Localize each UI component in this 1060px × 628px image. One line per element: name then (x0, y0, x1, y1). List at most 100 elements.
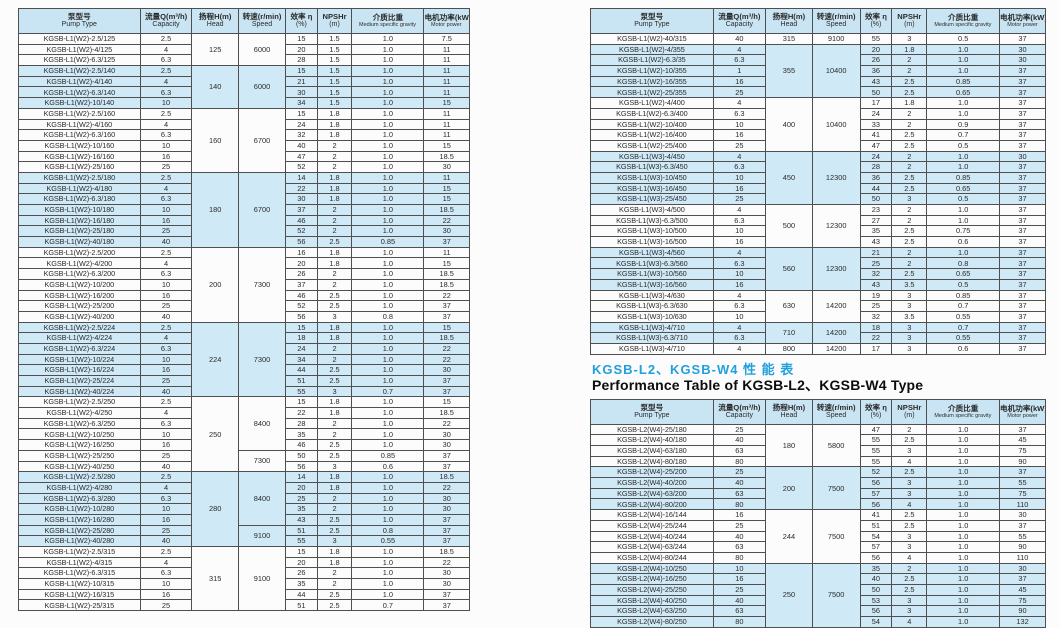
column-header-zh: 转速(r/min) (816, 402, 856, 412)
capacity-cell: 16 (139, 588, 193, 601)
efficiency-cell: 46 (285, 214, 318, 227)
npshr-cell: 2.5 (316, 236, 353, 248)
column-header-en: Capacity (725, 21, 753, 29)
npshr-cell: 2 (891, 214, 928, 227)
speed-cell: 7500 (811, 466, 861, 511)
gravity-cell: 1.0 (351, 332, 425, 344)
efficiency-cell: 20 (285, 257, 318, 270)
motor-power-cell: 37 (423, 588, 470, 601)
gravity-cell: 1.0 (926, 498, 1001, 511)
npshr-cell: 3 (891, 342, 928, 355)
gravity-cell: 1.0 (926, 43, 1001, 56)
gravity-cell: 0.65 (926, 268, 1001, 280)
table-row: KGSB-L1(W2)-6.3/250 6.3 28 2 1.0 22 (18, 417, 470, 430)
efficiency-cell: 28 (285, 54, 318, 67)
head-cell: 280 (191, 471, 239, 547)
pump-type-cell: KGSB-L2(W4)-63/244 (590, 541, 714, 553)
npshr-cell: 3 (891, 300, 928, 312)
motor-power-cell: 37 (999, 573, 1046, 585)
table-row: KGSB-L1(W3)-6.3/630 6.3 25 3 0.7 37 (590, 300, 1046, 312)
capacity-cell: 40 (139, 236, 193, 248)
efficiency-cell: 16 (285, 246, 318, 259)
capacity-cell: 2.5 (139, 321, 193, 334)
kgsb-l2-w4-performance-table: 泵型号 Pump Type 流量Q(m³/h) Capacity 扬程H(m) Head 转… (590, 398, 1046, 628)
motor-power-cell: 22 (423, 342, 470, 355)
capacity-cell: 80 (712, 498, 766, 511)
pump-type-cell: KGSB-L1(W2)-40/224 (18, 385, 141, 398)
pump-type-cell: KGSB-L1(W2)-4/125 (18, 43, 141, 56)
pump-type-cell: KGSB-L2(W4)-63/180 (590, 445, 714, 457)
column-header-zh: 泵型号 (640, 12, 664, 22)
gravity-cell: 1.0 (351, 439, 425, 451)
npshr-cell: 3 (891, 594, 928, 607)
pump-type-cell: KGSB-L1(W2)-6.3/400 (590, 107, 714, 120)
gravity-cell: 0.55 (926, 310, 1001, 323)
motor-power-cell: 30 (423, 428, 470, 441)
npshr-cell: 1.5 (316, 86, 353, 99)
motor-power-cell: 22 (423, 556, 470, 569)
efficiency-cell: 51 (859, 519, 893, 532)
capacity-cell: 16 (712, 573, 766, 585)
gravity-cell: 0.55 (351, 535, 425, 547)
motor-power-cell: 37 (999, 236, 1046, 248)
capacity-cell: 16 (712, 129, 766, 141)
capacity-cell: 6.3 (712, 54, 766, 67)
column-header: 效率 η (%) (859, 398, 893, 425)
capacity-cell: 4 (712, 97, 766, 109)
npshr-cell: 4 (891, 498, 928, 511)
efficiency-cell: 46 (285, 289, 318, 302)
efficiency-cell: 15 (285, 546, 318, 558)
npshr-cell: 2 (891, 54, 928, 67)
column-header: 电机功率(kW) Motor power (999, 8, 1046, 34)
pump-type-cell: KGSB-L1(W2)-25/224 (18, 375, 141, 387)
pump-type-cell: KGSB-L1(W2)-6.3/315 (18, 567, 141, 580)
pump-type-cell: KGSB-L1(W2)-16/250 (18, 439, 141, 451)
section-heading: KGSB-L2、KGSB-W4 性 能 表 Performance Table … (592, 362, 1046, 394)
table-row: KGSB-L1(W2)-40/200 40 56 3 0.8 37 (18, 310, 470, 323)
pump-type-cell: KGSB-L1(W2)-10/355 (590, 65, 714, 77)
npshr-cell: 2.5 (316, 300, 353, 312)
column-header-en: Head (780, 411, 798, 419)
table-row: KGSB-L2(W4)-80/180 80 55 4 1.0 90 (590, 455, 1046, 468)
gravity-cell: 1.0 (351, 556, 425, 569)
gravity-cell: 1.0 (926, 605, 1001, 617)
gravity-cell: 0.6 (926, 342, 1001, 355)
efficiency-cell: 43 (285, 513, 318, 526)
pump-type-cell: KGSB-L1(W2)-6.3/160 (18, 129, 141, 141)
pump-type-cell: KGSB-L2(W4)-40/244 (590, 530, 714, 543)
gravity-cell: 0.5 (926, 278, 1001, 291)
efficiency-cell: 37 (285, 204, 318, 216)
gravity-cell: 1.0 (926, 455, 1001, 468)
efficiency-cell: 52 (859, 466, 893, 479)
pump-type-cell: KGSB-L1(W2)-2.5/315 (18, 546, 141, 558)
npshr-cell: 2 (316, 578, 353, 590)
capacity-cell: 6.3 (139, 54, 193, 67)
table-row: KGSB-L1(W2)-2.5/224 2.5 224 7300 15 1.8 1.0 15 (18, 321, 470, 398)
pump-type-cell: KGSB-L1(W2)-2.5/200 (18, 246, 141, 259)
npshr-cell: 2.5 (891, 583, 928, 596)
gravity-cell: 1.0 (351, 33, 425, 45)
table-row: KGSB-L1(W2)-16/250 16 46 2.5 1.0 30 (18, 439, 470, 451)
gravity-cell: 1.0 (351, 588, 425, 601)
motor-power-cell: 30 (423, 503, 470, 515)
column-header-en: Head (780, 21, 798, 29)
pump-type-cell: KGSB-L1(W3)-25/450 (590, 193, 714, 205)
kgsb-l1-performance-table-left: 泵型号 Pump Type 流量Q(m³/h) Capacity 扬程H(m) Head 转… (18, 8, 470, 612)
motor-power-cell: 37 (423, 449, 470, 462)
efficiency-cell: 56 (285, 460, 318, 473)
npshr-cell: 1.8 (316, 171, 353, 184)
efficiency-cell: 35 (859, 562, 893, 575)
capacity-cell: 6.3 (712, 332, 766, 344)
pump-type-cell: KGSB-L1(W2)-2.5/250 (18, 396, 141, 409)
motor-power-cell: 30 (999, 43, 1046, 56)
column-header: 电机功率(kW) Motor power (999, 398, 1046, 425)
pump-type-cell: KGSB-L1(W2)-16/200 (18, 289, 141, 302)
gravity-cell: 1.0 (926, 477, 1001, 489)
motor-power-cell: 37 (999, 246, 1046, 259)
npshr-cell: 2 (316, 150, 353, 163)
column-header: 效率 η (%) (285, 8, 318, 34)
motor-power-cell: 15 (423, 321, 470, 334)
column-header-en: Speed (826, 21, 847, 29)
npshr-cell: 2 (891, 562, 928, 575)
pump-type-cell: KGSB-L1(W2)-10/250 (18, 428, 141, 441)
